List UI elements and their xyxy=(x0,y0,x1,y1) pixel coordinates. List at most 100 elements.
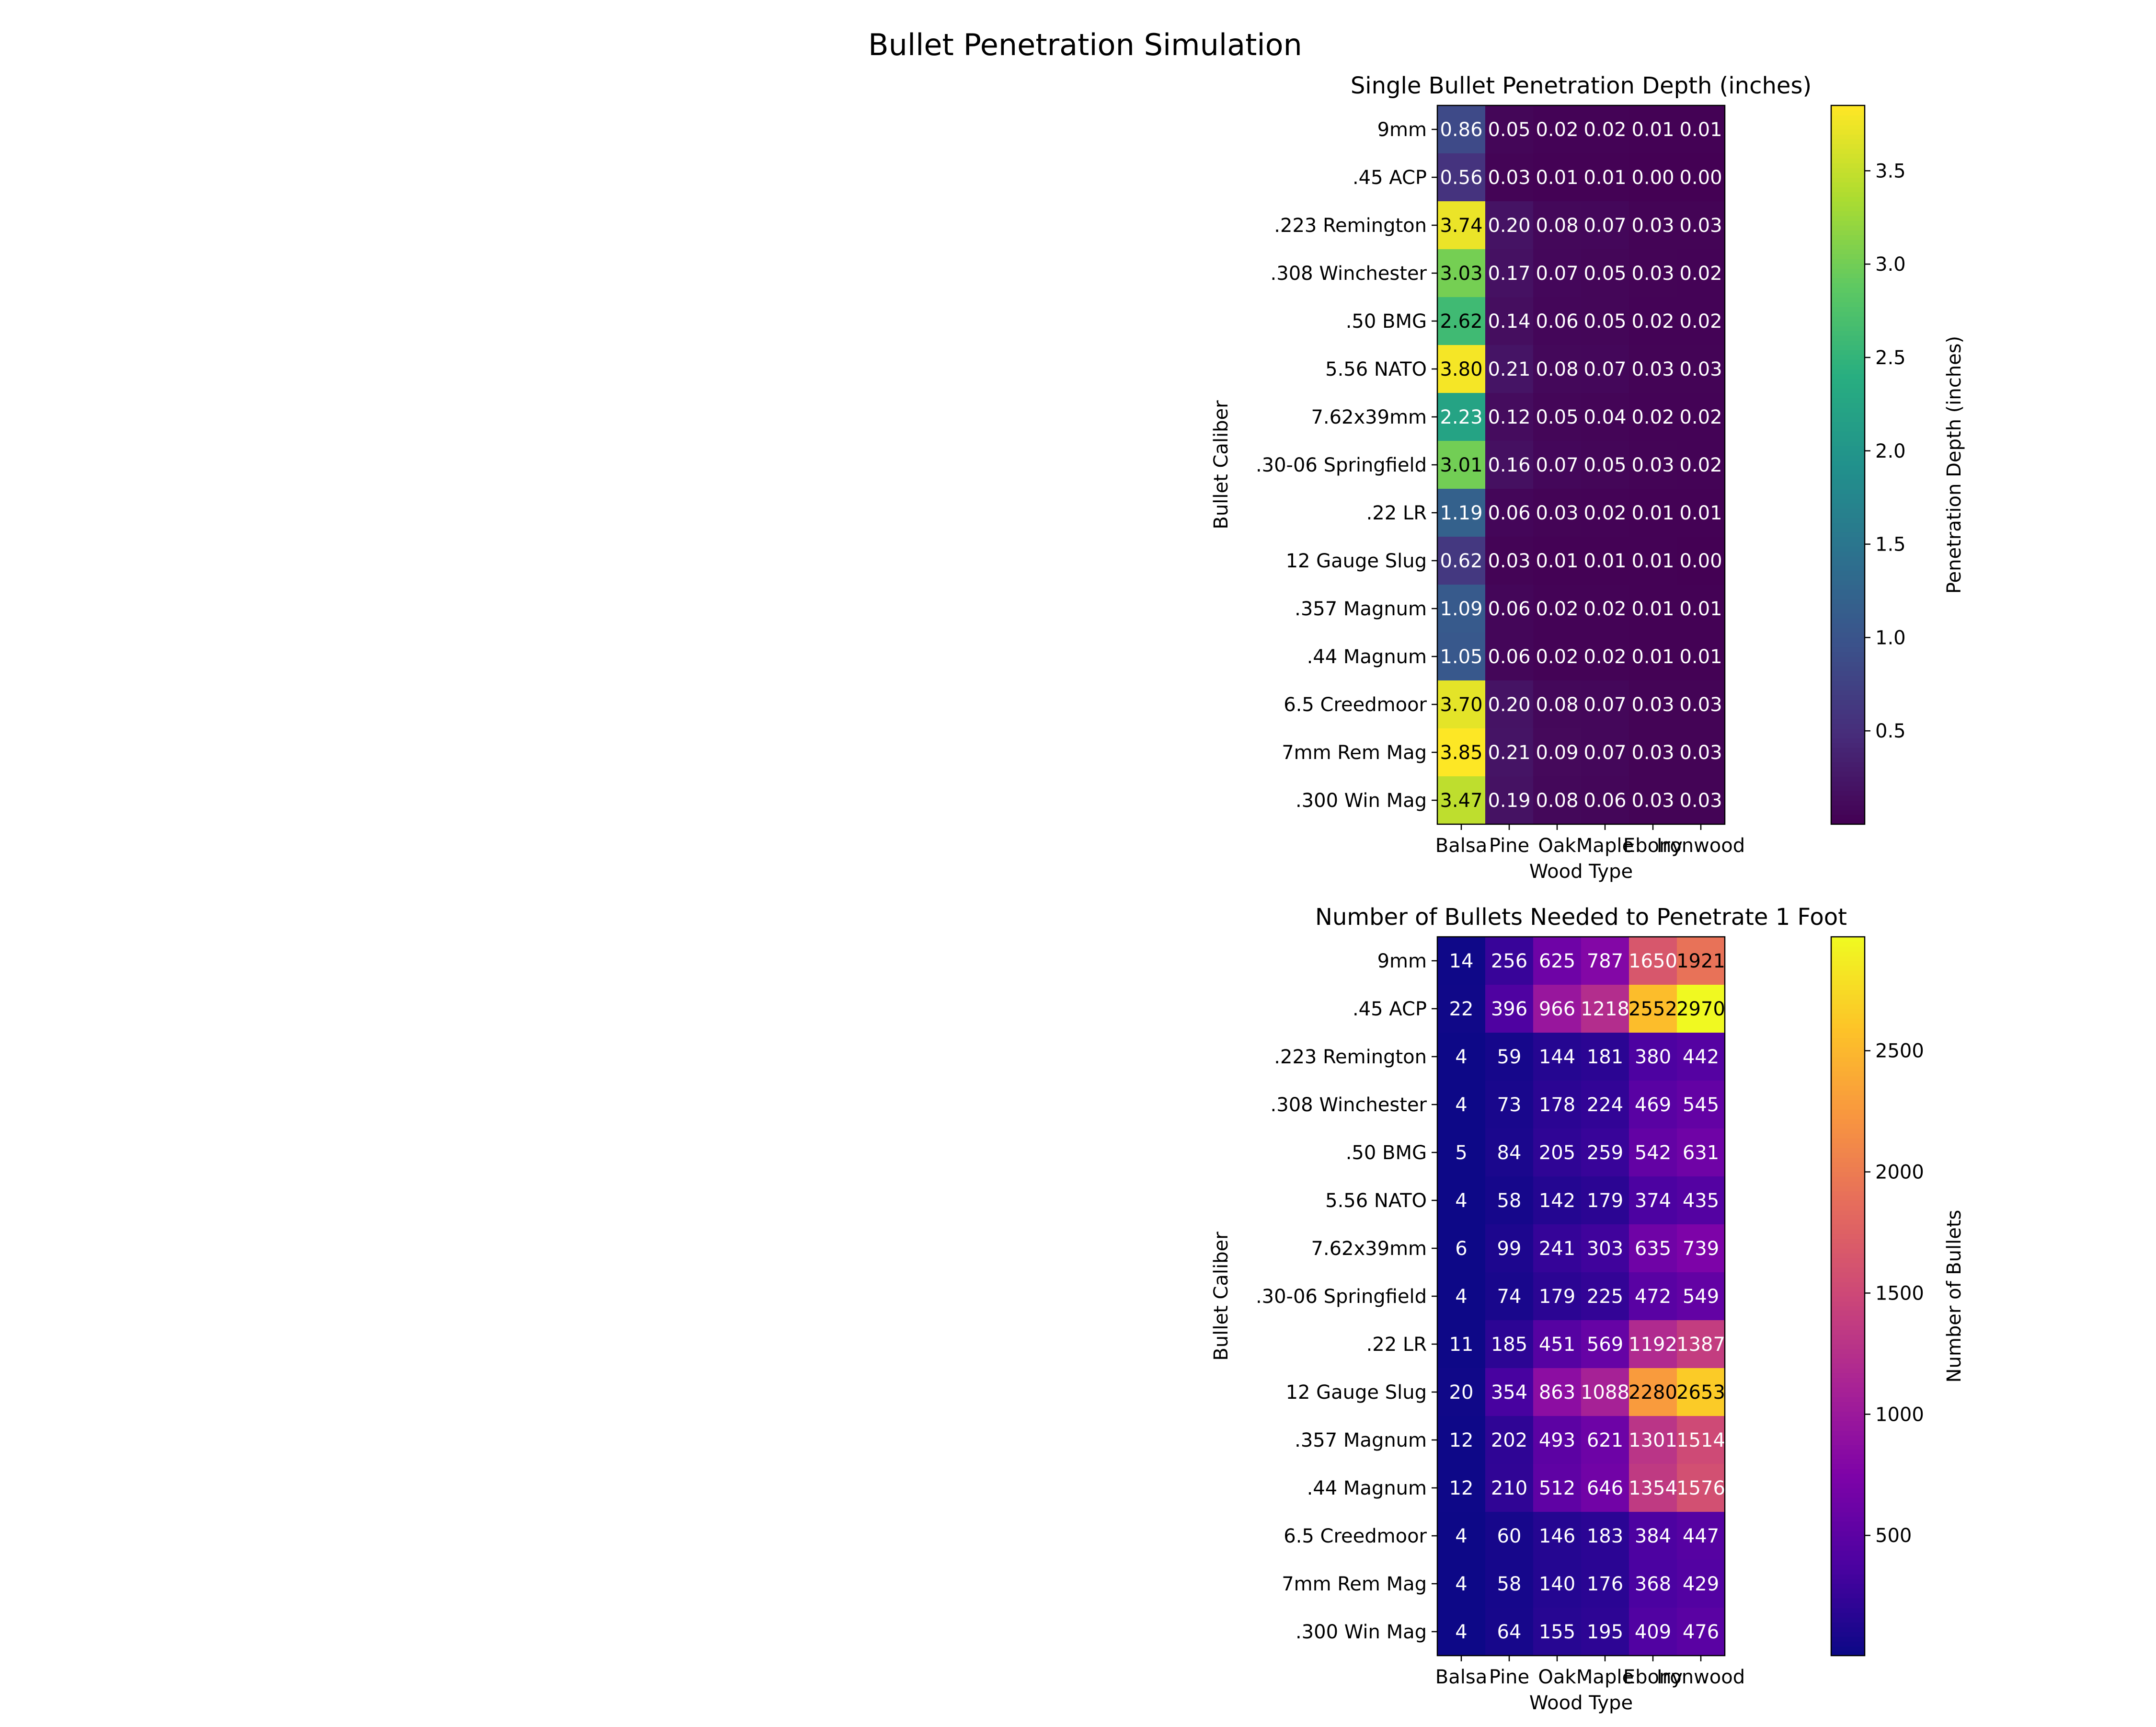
colorbar-segment xyxy=(1831,254,1865,259)
y-tick-label: 5.56 NATO xyxy=(1325,1190,1427,1212)
cell-value-label: 6 xyxy=(1455,1238,1467,1260)
colorbar-segment xyxy=(1831,642,1865,647)
heatmap-cell xyxy=(1581,1560,1629,1608)
colorbar-segment xyxy=(1831,1521,1865,1527)
cell-value-label: 863 xyxy=(1539,1382,1575,1404)
colorbar-segment xyxy=(1831,980,1865,985)
colorbar-segment xyxy=(1831,1311,1865,1316)
heatmap-cell xyxy=(1581,728,1629,777)
cell-value-label: 0.03 xyxy=(1679,742,1722,764)
colorbar-segment xyxy=(1831,105,1865,111)
y-tick-label: .22 LR xyxy=(1366,502,1427,524)
colorbar-segment xyxy=(1831,1330,1865,1335)
colorbar-segment xyxy=(1831,450,1865,456)
x-tick-label: Oak xyxy=(1538,835,1576,857)
cell-value-label: 20 xyxy=(1449,1382,1474,1404)
cell-value-label: 0.03 xyxy=(1536,502,1578,524)
heatmap-cell xyxy=(1581,1608,1629,1656)
heatmap-cell xyxy=(1677,441,1725,489)
cell-value-label: 99 xyxy=(1497,1238,1522,1260)
colorbar-segment xyxy=(1831,819,1865,825)
colorbar-segment xyxy=(1831,1148,1865,1153)
heatmap-cell xyxy=(1485,1128,1534,1177)
colorbar-segment xyxy=(1831,1454,1865,1460)
heatmap-cell xyxy=(1533,985,1582,1033)
heatmap-cell xyxy=(1629,1368,1677,1416)
heatmap-cell xyxy=(1437,585,1486,633)
colorbar-segment xyxy=(1831,541,1865,547)
colorbar-segment xyxy=(1831,1483,1865,1488)
heatmap-cell xyxy=(1581,1033,1629,1081)
colorbar-segment xyxy=(1831,1641,1865,1646)
cell-value-label: 205 xyxy=(1539,1142,1575,1164)
colorbar-segment xyxy=(1831,1037,1865,1043)
heatmap-cell xyxy=(1677,1081,1725,1129)
heatmap-cell xyxy=(1629,776,1677,825)
cell-value-label: 0.05 xyxy=(1583,263,1626,285)
colorbar-segment xyxy=(1831,1157,1865,1163)
heatmap-cell xyxy=(1485,1608,1534,1656)
cell-value-label: 0.08 xyxy=(1536,790,1578,812)
colorbar-segment xyxy=(1831,1598,1865,1603)
colorbar-segment xyxy=(1831,724,1865,729)
colorbar-segment xyxy=(1831,302,1865,307)
heatmap-cell xyxy=(1437,393,1486,441)
colorbar-segment xyxy=(1831,1176,1865,1182)
colorbar-segment xyxy=(1831,120,1865,125)
colorbar-segment xyxy=(1831,398,1865,403)
heatmap-cell xyxy=(1677,489,1725,537)
colorbar-segment xyxy=(1831,364,1865,369)
cell-value-label: 0.01 xyxy=(1583,167,1626,189)
colorbar-segment xyxy=(1831,762,1865,767)
cell-value-label: 0.08 xyxy=(1536,358,1578,380)
colorbar-segment xyxy=(1831,1248,1865,1254)
colorbar-segment xyxy=(1831,153,1865,159)
heatmap-cell xyxy=(1437,345,1486,393)
heatmap-cell xyxy=(1581,153,1629,202)
colorbar-segment xyxy=(1831,966,1865,971)
colorbar-segment xyxy=(1831,115,1865,120)
cell-value-label: 0.03 xyxy=(1679,694,1722,716)
heatmap-cell xyxy=(1485,1416,1534,1464)
colorbar-frame xyxy=(1830,936,1866,1657)
heatmap-cell xyxy=(1533,1560,1582,1608)
colorbar-segment xyxy=(1831,1603,1865,1608)
colorbar-segment xyxy=(1831,1181,1865,1186)
cell-value-label: 1650 xyxy=(1628,950,1677,972)
colorbar-segment xyxy=(1831,1267,1865,1273)
colorbar-segment xyxy=(1831,489,1865,494)
heatmap-cell xyxy=(1485,153,1534,202)
colorbar-segment xyxy=(1831,465,1865,470)
colorbar-segment xyxy=(1831,1220,1865,1225)
cell-value-label: 3.70 xyxy=(1440,694,1482,716)
cell-value-label: 451 xyxy=(1539,1334,1575,1356)
cell-value-label: 409 xyxy=(1635,1621,1671,1643)
colorbar-segment xyxy=(1831,355,1865,360)
colorbar-segment xyxy=(1831,628,1865,633)
colorbar-segment xyxy=(1831,1545,1865,1551)
colorbar-segment xyxy=(1831,1224,1865,1230)
heatmap-cell xyxy=(1533,680,1582,729)
cell-value-label: 59 xyxy=(1497,1046,1522,1068)
colorbar-segment xyxy=(1831,1066,1865,1071)
heatmap-cell xyxy=(1629,728,1677,777)
colorbar-segment xyxy=(1831,508,1865,513)
colorbar-segment xyxy=(1831,1406,1865,1412)
colorbar-segment xyxy=(1831,1253,1865,1258)
colorbar-segment xyxy=(1831,225,1865,230)
heatmap-cell xyxy=(1485,633,1534,681)
cell-value-label: 4 xyxy=(1455,1525,1467,1547)
colorbar-segment xyxy=(1831,656,1865,662)
colorbar-segment xyxy=(1831,125,1865,130)
heatmap-cell xyxy=(1629,105,1677,154)
cell-value-label: 0.17 xyxy=(1488,263,1530,285)
heatmap-cell xyxy=(1629,680,1677,729)
colorbar-segment xyxy=(1831,743,1865,748)
colorbar-segment xyxy=(1831,1234,1865,1239)
heatmap-cell xyxy=(1629,1224,1677,1273)
heatmap-cell xyxy=(1677,297,1725,345)
heatmap-cell xyxy=(1533,1368,1582,1416)
colorbar-segment xyxy=(1831,1018,1865,1024)
colorbar-segment xyxy=(1831,1114,1865,1119)
heatmap-cell xyxy=(1629,537,1677,585)
